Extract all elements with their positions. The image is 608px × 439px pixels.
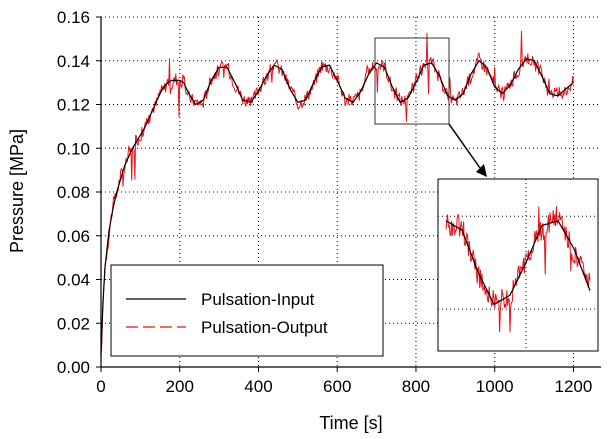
inset-series-line-output (445, 206, 591, 333)
zoom-region-box (374, 37, 450, 125)
y-tick-label: 0.10 (57, 139, 90, 158)
y-tick-label: 0.00 (57, 358, 90, 377)
y-tick-label: 0.16 (57, 8, 90, 27)
x-tick-label: 600 (323, 377, 351, 396)
ticks: 0 200 400 600 800 1000 1200 0.00 0.02 0.04 0.06 0.0… (57, 8, 592, 396)
series-line-pulsation-input (100, 57, 574, 357)
y-tick-label: 0.06 (57, 227, 90, 246)
inset-series (445, 206, 591, 333)
x-axis-title: Time [s] (319, 413, 382, 433)
y-tick-label: 0.04 (57, 271, 90, 290)
x-tick-label: 200 (166, 377, 194, 396)
legend-label-output: Pulsation-Output (201, 318, 328, 337)
inset-frame (437, 178, 599, 352)
x-tick-label: 1200 (555, 377, 593, 396)
y-tick-label: 0.08 (57, 183, 90, 202)
x-tick-label: 800 (402, 377, 430, 396)
zoom-inset (437, 178, 599, 352)
x-tick-label: 400 (244, 377, 272, 396)
y-tick-label: 0.14 (57, 52, 90, 71)
series-layer (100, 30, 574, 357)
inset-series-line-input (445, 220, 591, 306)
zoom-arrow (448, 123, 487, 177)
inset-grid (438, 179, 598, 351)
y-tick-label: 0.12 (57, 96, 90, 115)
y-axis-title: Pressure [MPa] (7, 129, 27, 253)
x-tick-label: 0 (96, 377, 105, 396)
legend-box (110, 264, 384, 357)
x-tick-label: 1000 (476, 377, 514, 396)
legend-label-input: Pulsation-Input (201, 290, 315, 309)
legend: Pulsation-Input Pulsation-Output (110, 264, 384, 357)
y-tick-label: 0.02 (57, 314, 90, 333)
